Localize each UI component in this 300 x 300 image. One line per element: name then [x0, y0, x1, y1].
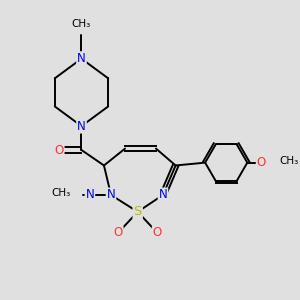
Text: CH₃: CH₃ [51, 188, 70, 198]
Text: S: S [134, 205, 142, 218]
Text: O: O [113, 226, 123, 239]
Text: CH₃: CH₃ [72, 19, 91, 29]
Text: N: N [85, 188, 94, 202]
Text: N: N [77, 52, 86, 65]
Text: N: N [77, 120, 86, 133]
Text: N: N [159, 188, 167, 202]
Text: N: N [106, 188, 116, 202]
Text: O: O [153, 226, 162, 239]
Text: O: O [257, 156, 266, 169]
Text: CH₃: CH₃ [280, 156, 299, 166]
Text: O: O [54, 143, 64, 157]
